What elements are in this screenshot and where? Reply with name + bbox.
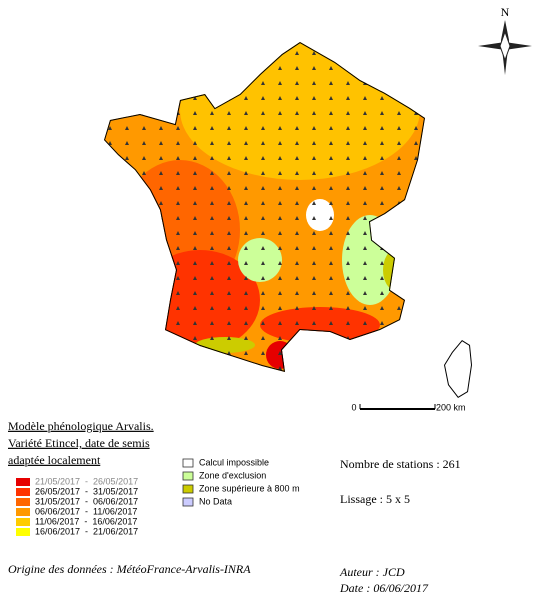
legend-swatch bbox=[16, 528, 30, 536]
scale-start: 0 bbox=[351, 402, 356, 412]
legend-swatch bbox=[182, 497, 194, 507]
date: Date : 06/06/2017 bbox=[339, 581, 429, 595]
legend-title: adaptée localement bbox=[8, 453, 101, 467]
compass-label: N bbox=[501, 5, 510, 19]
legend-swatch bbox=[16, 488, 30, 496]
legend-swatch bbox=[16, 508, 30, 516]
legend-title: Variété Etincel, date de semis bbox=[8, 436, 150, 450]
stations-count: Nombre de stations : 261 bbox=[340, 457, 461, 471]
legend-swatch bbox=[16, 518, 30, 526]
legend-label: 21/05/2017 - 26/05/2017 bbox=[35, 476, 138, 486]
france-map bbox=[104, 42, 425, 372]
legend-label: 16/06/2017 - 21/06/2017 bbox=[35, 526, 138, 536]
compass bbox=[478, 20, 532, 75]
legend-swatch bbox=[182, 458, 194, 468]
scale-end: 200 km bbox=[436, 402, 466, 412]
legend-label: No Data bbox=[199, 496, 232, 506]
legend-swatch bbox=[16, 478, 30, 486]
legend-label: Zone d'exclusion bbox=[199, 470, 266, 480]
legend-label: Calcul impossible bbox=[199, 457, 269, 467]
legend-label: Zone supérieure à 800 m bbox=[199, 483, 300, 493]
author: Auteur : JCD bbox=[339, 565, 405, 579]
legend-label: 06/06/2017 - 11/06/2017 bbox=[35, 506, 137, 516]
legend-swatch bbox=[182, 471, 194, 481]
legend-swatch bbox=[16, 498, 30, 506]
data-source: Origine des données : MétéoFrance-Arvali… bbox=[8, 562, 251, 576]
legend-swatch bbox=[182, 484, 194, 494]
legend-label: 26/05/2017 - 31/05/2017 bbox=[35, 486, 138, 496]
legend-title: Modèle phénologique Arvalis. bbox=[8, 419, 154, 433]
corsica bbox=[444, 340, 472, 398]
legend-label: 31/05/2017 - 06/06/2017 bbox=[35, 496, 138, 506]
legend-label: 11/06/2017 - 16/06/2017 bbox=[35, 516, 137, 526]
smoothing: Lissage : 5 x 5 bbox=[340, 492, 410, 506]
